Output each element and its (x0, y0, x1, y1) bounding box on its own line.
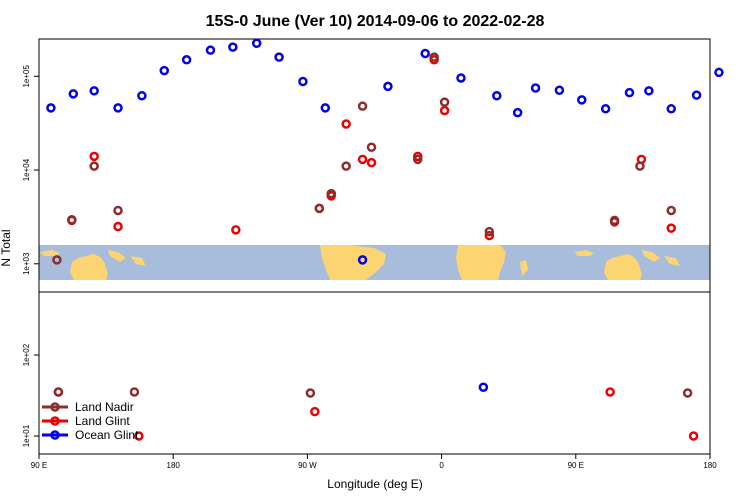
point-ocean-glint (159, 65, 170, 76)
point-ocean-glint (68, 89, 79, 99)
point-land-nadir (113, 205, 123, 216)
point-ocean-glint (624, 87, 635, 98)
point-land-nadir (314, 203, 325, 214)
point-land-nadir (357, 101, 368, 111)
point-land-glint (688, 431, 699, 441)
point-ocean-glint (512, 107, 523, 118)
point-ocean-glint (478, 382, 489, 393)
point-land-nadir (412, 154, 423, 165)
legend-item-land-nadir: Land Nadir (42, 400, 134, 414)
map-land (40, 245, 680, 280)
point-ocean-glint (228, 42, 238, 52)
legend-item-land-glint: Land Glint (42, 414, 130, 428)
point-land-nadir (484, 226, 495, 237)
legend-label-ocean-glint: Ocean Glint (75, 428, 139, 442)
legend-label-land-glint: Land Glint (75, 414, 130, 428)
point-ocean-glint (274, 52, 284, 62)
point-ocean-glint (205, 45, 216, 55)
point-land-nadir (682, 388, 693, 398)
point-land-nadir (305, 388, 316, 398)
point-land-glint (357, 154, 368, 165)
point-ocean-glint (298, 76, 308, 87)
point-land-glint (310, 406, 320, 417)
point-land-nadir (635, 161, 645, 171)
point-land-glint (231, 225, 241, 235)
point-ocean-glint (714, 67, 724, 78)
point-ocean-glint (89, 86, 99, 96)
point-land-nadir (52, 255, 62, 265)
series-ocean-glint (46, 38, 724, 393)
point-land-nadir (439, 97, 450, 107)
point-land-nadir (341, 161, 351, 171)
point-ocean-glint (383, 81, 393, 92)
point-land-glint (605, 387, 615, 397)
map-strip (39, 245, 710, 280)
point-ocean-glint (600, 104, 611, 114)
point-land-glint (113, 221, 123, 232)
point-land-nadir (67, 214, 77, 225)
point-land-glint (439, 105, 450, 116)
point-ocean-glint (320, 103, 331, 113)
point-ocean-glint (492, 91, 502, 101)
point-ocean-glint (420, 48, 430, 59)
y-lower-tick-label: 1e+01 (22, 424, 31, 447)
point-land-glint (666, 223, 676, 233)
x-tick-label: 180 (167, 461, 181, 470)
x-axis-label: Longitude (deg E) (327, 477, 422, 491)
x-tick-label: 180 (703, 461, 717, 470)
point-land-glint (341, 119, 351, 129)
legend-item-ocean-glint: Ocean Glint (42, 428, 139, 442)
point-ocean-glint (251, 38, 262, 49)
point-ocean-glint (181, 55, 192, 65)
point-ocean-glint (554, 85, 565, 95)
y-axis-label: N Total (0, 229, 13, 266)
point-land-glint (134, 431, 144, 441)
point-ocean-glint (46, 103, 56, 113)
point-ocean-glint (137, 91, 147, 101)
x-tick-label: 90 E (568, 461, 584, 470)
y-upper-tick-label: 1e+04 (22, 158, 31, 181)
point-land-glint (484, 230, 495, 241)
y-upper-tick-label: 1e+03 (22, 252, 31, 275)
point-land-nadir (129, 387, 140, 397)
point-land-nadir (429, 52, 439, 62)
point-ocean-glint (644, 86, 654, 96)
axes: 90 E 180 90 W 0 90 E 180 1e+03 1e+04 1e+05 1e+01 1… (22, 65, 717, 470)
point-ocean-glint (530, 83, 541, 93)
point-ocean-glint (666, 104, 676, 114)
point-land-nadir (366, 142, 377, 153)
point-ocean-glint (456, 73, 466, 83)
point-land-glint (366, 157, 377, 168)
point-ocean-glint (113, 103, 123, 113)
point-land-nadir (666, 205, 676, 216)
point-land-glint (89, 151, 99, 162)
point-ocean-glint (577, 95, 587, 105)
x-tick-label: 0 (439, 461, 444, 470)
legend-label-land-nadir: Land Nadir (75, 400, 134, 414)
point-land-nadir (326, 188, 337, 199)
legend: Land Nadir Land Glint Ocean Glint (42, 400, 139, 442)
point-land-nadir (89, 161, 99, 171)
x-tick-label: 90 E (31, 461, 47, 470)
point-land-nadir (609, 215, 620, 226)
point-ocean-glint (691, 90, 702, 100)
data-points (46, 38, 724, 441)
lower-panel-frame (38, 291, 711, 455)
y-upper-tick-label: 1e+05 (22, 65, 31, 88)
series-land-nadir (52, 52, 693, 398)
chart-title: 15S-0 June (Ver 10) 2014-09-06 to 2022-0… (206, 13, 545, 30)
y-lower-tick-label: 1e+02 (22, 343, 31, 366)
point-ocean-glint (357, 255, 368, 265)
x-tick-label: 90 W (298, 461, 317, 470)
point-land-nadir (53, 387, 64, 397)
